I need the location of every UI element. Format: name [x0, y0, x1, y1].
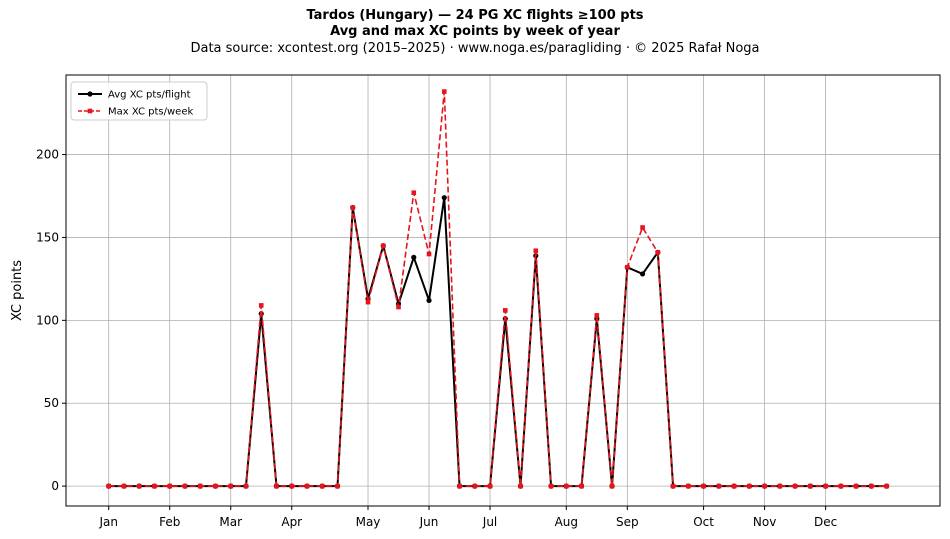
y-tick-label: 50 — [44, 396, 59, 410]
grid-lines — [66, 75, 940, 506]
y-tick-label: 150 — [36, 230, 59, 244]
axes: 0 50 100 150 200 Jan Feb Mar Apr May Jun Jul Aug Sep O… — [36, 148, 837, 529]
data-point — [518, 483, 523, 489]
data-point — [823, 483, 828, 489]
data-point — [274, 483, 279, 489]
data-point — [304, 483, 310, 489]
x-tick-label-jul: Jul — [482, 515, 497, 529]
data-point — [426, 297, 432, 304]
data-point — [639, 271, 646, 277]
data-point — [136, 483, 142, 489]
series-line — [108, 196, 887, 488]
legend-marker — [87, 108, 93, 114]
data-point — [167, 483, 173, 489]
data-point — [609, 483, 615, 489]
x-tick-label-mar: Mar — [219, 515, 242, 529]
chart-title: Tardos (Hungary) — 24 PG XC flights ≥100… — [306, 8, 644, 23]
x-tick-label-sep: Sep — [616, 515, 639, 529]
data-point — [670, 483, 676, 489]
data-point — [213, 483, 218, 489]
x-tick-label-dec: Dec — [814, 515, 837, 529]
data-point — [884, 483, 889, 489]
data-point — [441, 89, 447, 94]
data-point — [594, 313, 600, 318]
data-point — [228, 483, 234, 489]
data-point — [365, 299, 371, 305]
data-point — [625, 264, 630, 270]
data-point — [319, 483, 325, 489]
y-tick-label: 0 — [51, 479, 59, 493]
x-tick-label-feb: Feb — [159, 515, 180, 529]
data-point — [686, 483, 691, 489]
data-point — [411, 254, 417, 260]
data-point — [472, 483, 478, 489]
data-point — [655, 250, 661, 255]
data-point — [426, 251, 432, 257]
data-point — [487, 483, 493, 489]
chart-title-block: Tardos (Hungary) — 24 PG XC flights ≥100… — [0, 8, 950, 57]
legend-label: Max XC pts/week — [108, 107, 193, 118]
data-point — [762, 483, 767, 489]
y-axis-label: XC points — [10, 260, 25, 321]
x-tick-label-may: May — [356, 515, 381, 529]
series-line — [108, 90, 887, 487]
data-point — [121, 483, 127, 489]
data-point — [289, 483, 295, 489]
data-point — [457, 483, 462, 489]
data-point — [533, 248, 539, 254]
data-point — [716, 483, 722, 489]
data-point — [380, 243, 386, 249]
data-point — [853, 483, 859, 489]
legend: Avg XC pts/flight Max XC pts/week — [70, 81, 208, 121]
data-point — [441, 195, 447, 201]
series-max — [106, 89, 889, 489]
legend-label: Avg XC pts/flight — [108, 90, 191, 101]
chart-subtitle: Avg and max XC points by week of year — [330, 24, 620, 39]
data-point — [838, 483, 844, 489]
chart-source: Data source: xcontest.org (2015–2025) · … — [190, 41, 760, 56]
data-point — [243, 483, 249, 489]
legend-marker — [87, 91, 93, 97]
data-point — [869, 483, 874, 489]
y-tick-label: 200 — [36, 148, 59, 162]
x-tick-label-jun: Jun — [419, 515, 439, 529]
legend-box — [70, 81, 208, 121]
data-point — [777, 483, 783, 489]
data-point — [335, 483, 340, 489]
data-point — [808, 483, 813, 489]
data-point — [564, 483, 569, 489]
data-point — [792, 483, 798, 489]
data-point — [747, 483, 752, 489]
x-tick-label-apr: Apr — [281, 515, 302, 529]
x-tick-label-jan: Jan — [98, 515, 118, 529]
data-point — [396, 304, 401, 310]
data-point — [106, 483, 112, 489]
data-point — [197, 483, 203, 489]
y-tick-label: 100 — [36, 313, 59, 327]
data-point — [411, 190, 417, 195]
data-point — [579, 483, 584, 489]
data-point — [152, 483, 157, 489]
data-point — [548, 483, 554, 489]
x-tick-label-aug: Aug — [555, 515, 578, 529]
x-tick-label-oct: Oct — [693, 515, 714, 529]
series-avg — [106, 195, 890, 489]
data-point — [350, 205, 356, 210]
data-point — [502, 308, 508, 313]
plot-frame — [65, 74, 941, 507]
data-point — [182, 483, 188, 489]
data-point — [640, 225, 645, 230]
series-layer — [106, 89, 890, 489]
data-point — [258, 303, 264, 308]
x-tick-label-nov: Nov — [753, 515, 776, 529]
data-point — [731, 483, 737, 489]
data-point — [701, 483, 706, 489]
